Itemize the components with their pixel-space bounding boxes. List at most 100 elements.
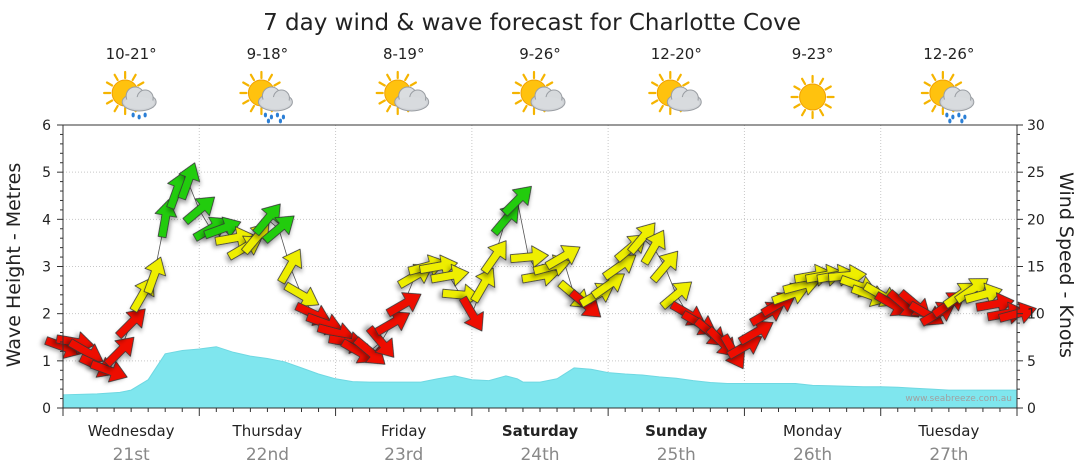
day-name-saturday: Saturday [502,422,579,440]
day-temperature: 8-19° [383,45,425,63]
y-axis-label-left: Wave Height - Metres [3,163,25,367]
partly-cloudy-rain-icon [920,70,975,124]
sun-ray [931,104,937,113]
wind-arrow-shape [154,199,178,239]
wind-arrow [501,185,532,217]
cloud-part [260,97,291,109]
wind-arrow [365,325,395,358]
day-date: 23rd [384,445,423,465]
sun-ray [249,73,256,82]
wind-arrow-shape [470,267,496,304]
cloud [257,86,293,112]
wind-arrow-shape [89,359,128,383]
cloud [394,86,430,112]
wind-arrow [115,308,146,340]
sun-ray [378,81,386,87]
chart-title: 7 day wind & wave forecast for Charlotte… [263,10,801,36]
day-name-thursday: Thursday [232,422,303,440]
sun-ray [800,77,807,86]
wind-arrow [262,215,295,244]
wind-arrow [470,267,496,304]
day-temperature: 12-20° [651,45,702,63]
cloud-part [941,97,972,109]
y-tick-left: 4 [42,212,51,228]
sun-ray [545,81,554,87]
day-name-sunday: Sunday [645,422,708,440]
y-tick-right: 30 [1027,118,1045,134]
wind-arrow-shape [115,308,146,340]
wind-arrow-shape [659,281,693,310]
rain-drop [143,112,147,118]
wind-arrow-shape [182,196,216,225]
partly-cloudy-rain-icon [239,70,293,124]
rain-drop [957,112,961,118]
partly-cloudy-icon [648,70,702,116]
sun-ray [522,104,528,113]
day-temperature: 9-23° [792,45,834,63]
sun-ray [923,81,931,87]
wind-arrow [143,256,167,295]
wind-arrow-shape [480,240,507,275]
wind-arrow-shape [385,292,422,318]
sun-rays [790,74,835,120]
day-temperature: 9-26° [519,45,561,63]
sun-ray [267,73,274,82]
rain-drop [137,114,141,120]
rain-drop [275,112,280,118]
sun-ray [409,81,418,87]
sun-ray [949,73,955,82]
wind-arrow [649,250,679,284]
wind-arrow [252,203,281,237]
sun-ray [113,104,119,113]
wind-arrow [459,295,484,332]
rain-drop [278,118,283,124]
sun-ray [105,81,114,87]
sun-ray [650,99,659,105]
sun-ray [824,85,832,91]
wind-arrow-shape [544,245,581,270]
y-tick-right: 15 [1027,260,1045,276]
cloud [121,86,157,112]
sun-ray [522,73,528,82]
day-date: 26th [793,445,832,465]
sun-ray [954,81,963,87]
sun-disc [799,83,827,111]
rain-drop [960,118,964,124]
y-tick-left: 5 [42,165,51,181]
wind-arrow-shape [177,162,201,201]
sun-ray [824,103,832,109]
sun-ray [378,99,386,105]
axes: 0 1 2 3 4 5 6 0 5 10 15 20 25 30 Wednesday 21st Thursday… [42,118,1045,465]
y-tick-right: 10 [1027,307,1045,323]
sun-ray [793,103,801,109]
sun-ray [242,99,250,105]
day-temperature: 12-26° [923,45,974,63]
sun-ray [676,73,682,82]
sun-ray [682,81,690,87]
sun-ray [514,81,523,87]
watermark: www.seabreeze.com.au [905,394,1012,404]
wind-arrow [640,229,666,266]
wind-arrow-shape [252,203,281,237]
day-name-wednesday: Wednesday [88,422,175,440]
rain-drop [263,112,268,118]
rain-drop [269,114,274,120]
wind-arrow-shape [459,295,484,332]
cloud [666,86,702,112]
wind-arrow-shape [103,336,135,368]
sun-ray [137,81,145,87]
wind-arrow [544,245,581,270]
sun-ray [249,104,256,113]
rain-drop [951,114,955,120]
sun-ray [658,73,664,82]
sun-ray [931,73,937,82]
cloud [939,86,975,112]
day-temperature: 9-18° [247,45,289,63]
day-date: 21st [113,445,150,465]
partly-cloudy-showers-icon [103,70,157,120]
y-tick-right: 20 [1027,212,1045,228]
sun-ray [658,104,664,113]
y-tick-left: 1 [42,354,51,370]
day-date: 27th [929,445,968,465]
wind-arrow [480,240,507,275]
